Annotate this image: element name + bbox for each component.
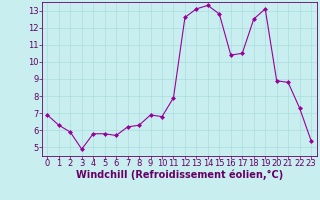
X-axis label: Windchill (Refroidissement éolien,°C): Windchill (Refroidissement éolien,°C) bbox=[76, 169, 283, 180]
